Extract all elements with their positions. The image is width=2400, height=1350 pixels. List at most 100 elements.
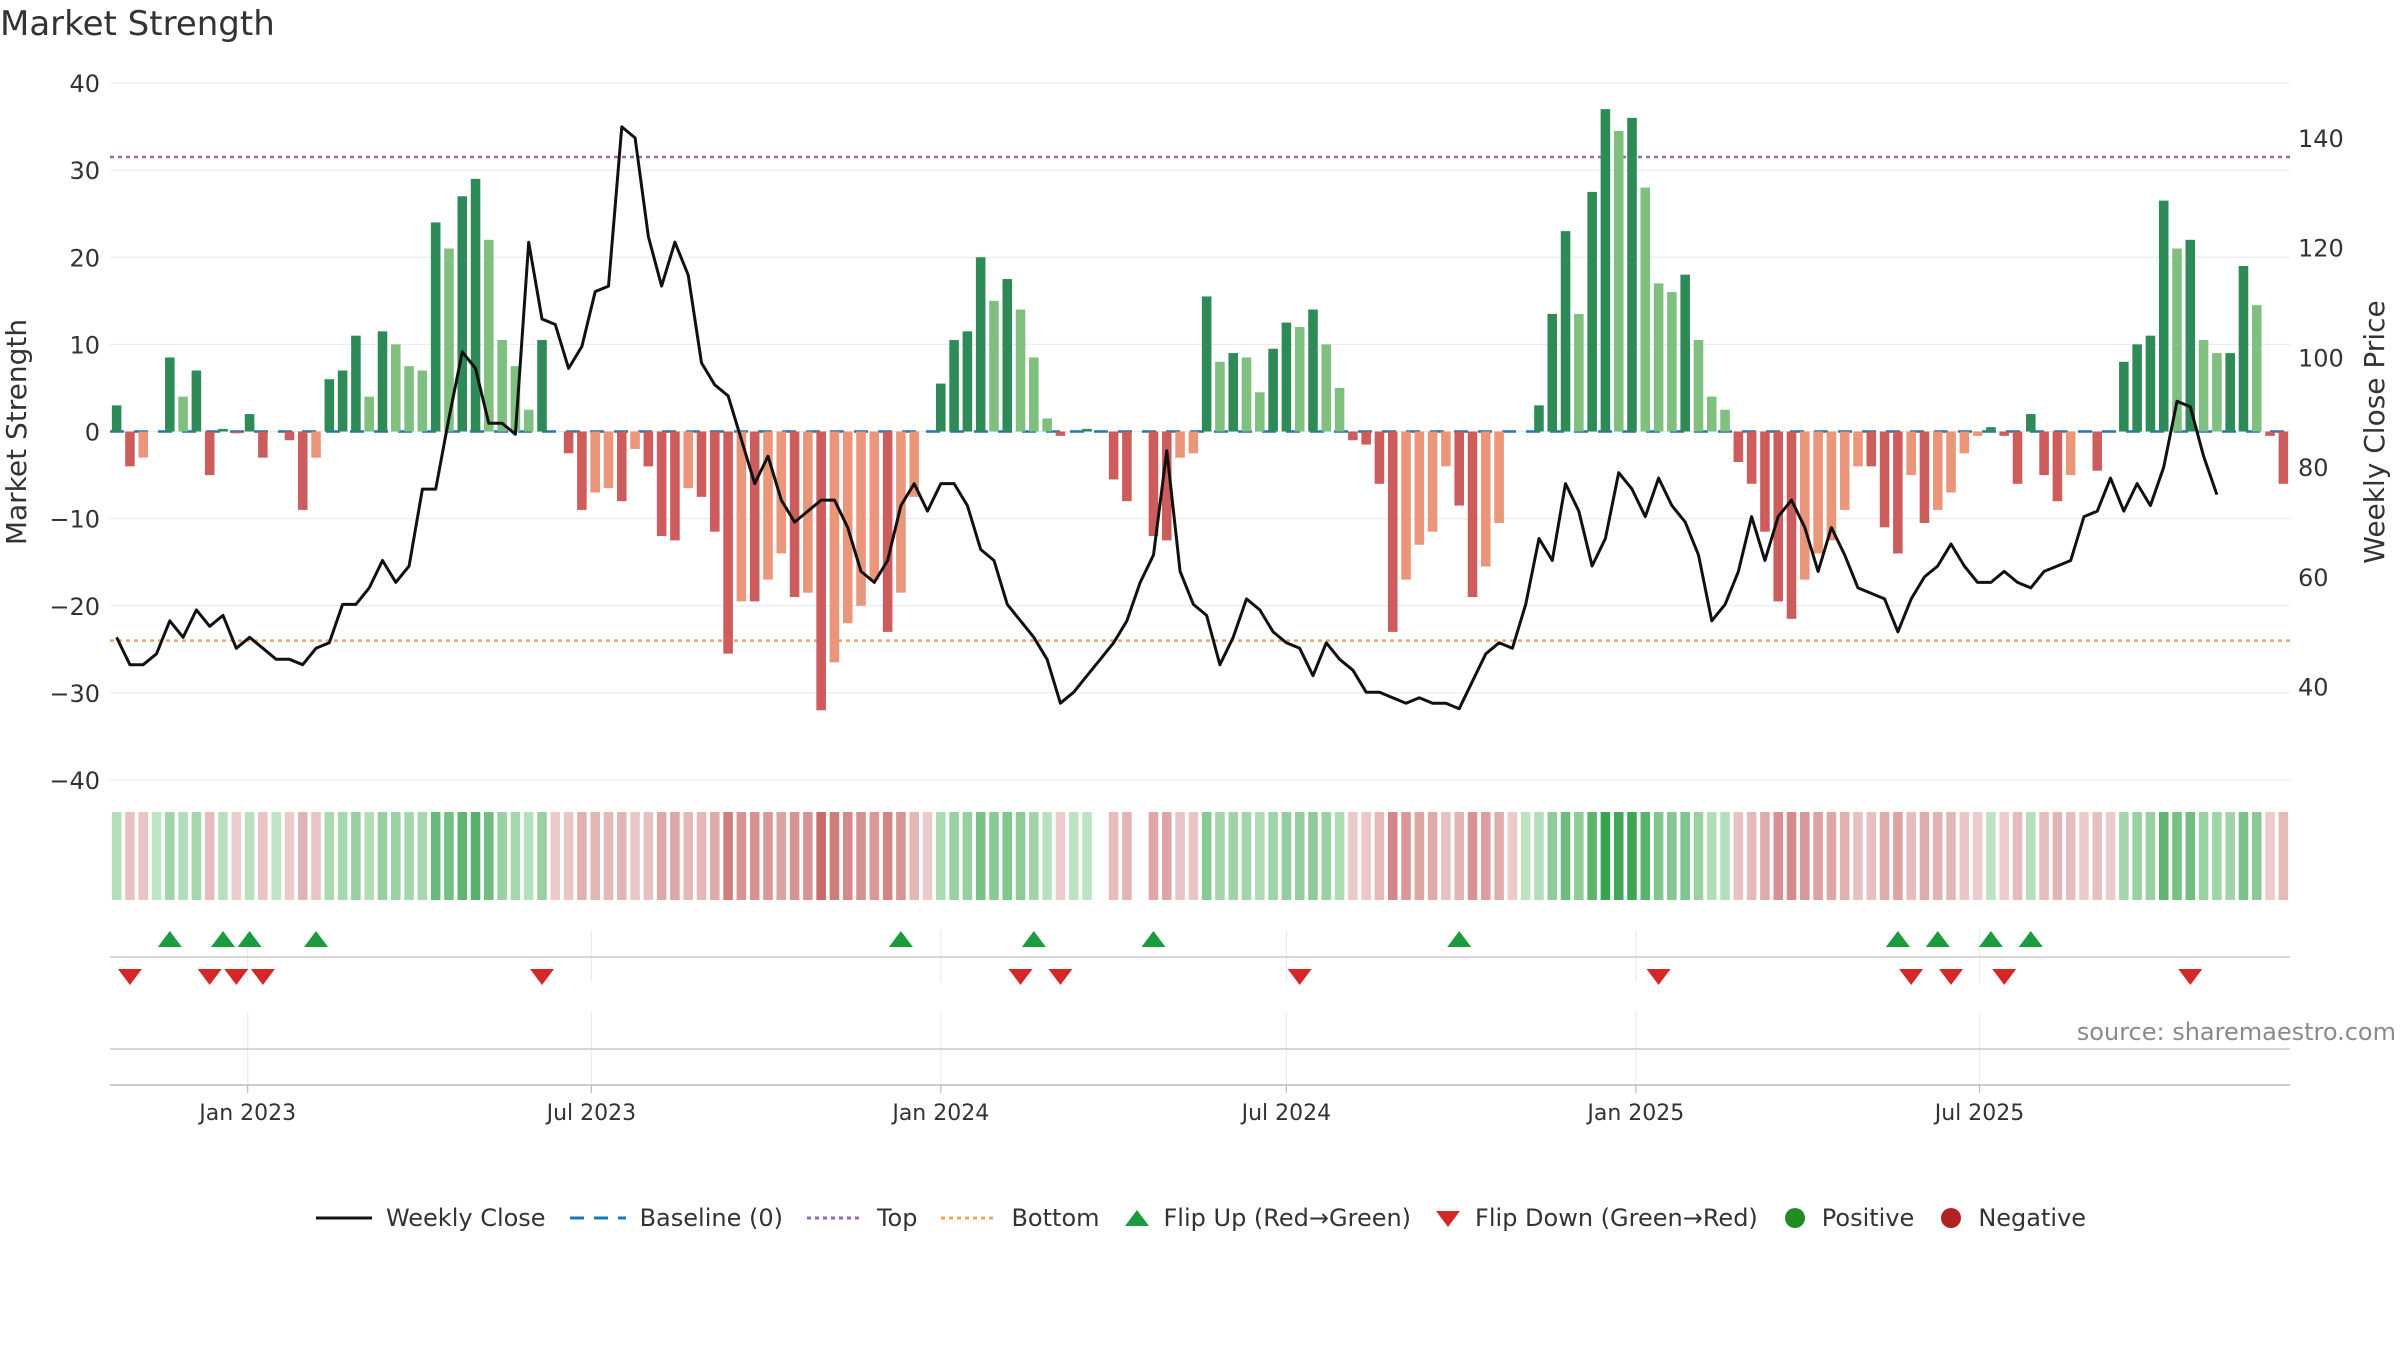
- strength-bar: [244, 414, 255, 432]
- strength-bar: [377, 331, 388, 432]
- heat-band-cell: [776, 812, 787, 900]
- heat-band-cell: [670, 812, 680, 900]
- strength-bar: [1108, 431, 1119, 480]
- strength-bar: [2265, 431, 2275, 436]
- strength-bar: [1387, 431, 1398, 632]
- heat-band-cell: [311, 812, 321, 900]
- weekly-close-path: [115, 125, 2219, 711]
- legend-label: Bottom: [1011, 1204, 1100, 1232]
- heat-band-cell: [803, 812, 813, 900]
- strength-bar: [1122, 431, 1132, 502]
- strength-bar: [2198, 340, 2209, 432]
- heat-band-cell: [457, 812, 468, 900]
- flip-down-marker: [1008, 969, 1033, 985]
- heat-band-cell: [165, 812, 175, 900]
- strength-bar: [470, 178, 481, 432]
- strength-bar: [2012, 431, 2023, 484]
- flip-up-marker: [888, 931, 913, 947]
- heat-band-cell: [1760, 812, 1770, 900]
- heat-band-cell: [138, 812, 149, 900]
- flip-up-marker: [1021, 931, 1046, 947]
- heat-band-cell: [404, 812, 414, 900]
- flip-up-marker: [157, 931, 182, 947]
- strength-bar: [1082, 428, 1092, 432]
- heat-band-cell: [1773, 812, 1784, 900]
- strength-bar: [2212, 353, 2222, 432]
- strength-bar: [829, 431, 840, 663]
- strength-bar: [2172, 248, 2182, 432]
- strength-bar: [138, 431, 149, 458]
- heat-band-cell: [470, 812, 481, 900]
- y-left-tick-label: −30: [49, 680, 100, 708]
- strength-bar: [1374, 431, 1385, 484]
- heat-band-cell: [430, 812, 441, 900]
- y-left-tick-label: 20: [69, 244, 100, 272]
- heat-band-cell: [1161, 812, 1172, 900]
- strength-bar: [1560, 231, 1571, 432]
- heat-band-cell: [643, 812, 654, 900]
- strength-bar: [1441, 431, 1451, 467]
- heat-band-cell: [1946, 812, 1956, 900]
- strength-bar: [1959, 431, 1970, 454]
- heat-band-cell: [1627, 812, 1637, 900]
- strength-bar: [337, 370, 348, 432]
- heat-band-cell: [603, 812, 614, 900]
- strength-bar: [1574, 313, 1584, 432]
- flip-down-marker: [530, 969, 555, 985]
- strength-bar: [1853, 431, 1863, 467]
- heat-band-cell: [1334, 812, 1345, 900]
- strength-bar: [1813, 431, 1823, 554]
- strength-bar: [510, 366, 521, 432]
- heat-band-cell: [258, 812, 268, 900]
- heat-band-cell: [896, 812, 906, 900]
- strength-bar: [643, 431, 654, 467]
- strength-bar: [1215, 361, 1225, 432]
- strength-bar: [1175, 431, 1185, 458]
- y-right-tick-label: 60: [2298, 564, 2329, 592]
- strength-bar: [2065, 431, 2076, 476]
- heat-band-cell: [297, 812, 308, 900]
- heat-band-cell: [1587, 812, 1597, 900]
- heat-band-cell: [1959, 812, 1970, 900]
- heat-band-cell: [749, 812, 760, 900]
- strength-bar: [444, 248, 454, 432]
- heat-band-cell: [2092, 812, 2103, 900]
- flip-down-marker: [1646, 969, 1671, 985]
- strength-bar: [404, 366, 414, 432]
- strength-bar: [178, 396, 188, 432]
- heat-band-cell: [1255, 812, 1265, 900]
- strength-bar: [1481, 431, 1491, 567]
- heat-band-cell: [444, 812, 454, 900]
- strength-bar: [1986, 427, 1996, 432]
- strength-bar: [882, 431, 893, 632]
- heat-band-cell: [1534, 812, 1544, 900]
- strength-bar: [218, 428, 228, 432]
- strength-bar: [2251, 305, 2262, 432]
- strength-bar: [1401, 431, 1411, 580]
- flip-down-marker: [1992, 969, 2017, 985]
- legend-label: Negative: [1978, 1204, 2087, 1232]
- strength-bar: [1800, 431, 1810, 580]
- heat-band-cell: [989, 812, 999, 900]
- strength-bar: [936, 383, 946, 432]
- y-right-tick-label: 120: [2298, 235, 2344, 263]
- strength-bar: [1281, 322, 1292, 432]
- market-strength-chart: 403020100−10−20−30−40140120100806040Jan …: [0, 70, 2391, 1126]
- strength-bar: [1866, 431, 1877, 467]
- x-tick-label: Jan 2024: [890, 1101, 989, 1126]
- strength-bar: [656, 431, 667, 537]
- flip-down-marker: [197, 969, 222, 985]
- heat-band-cell: [1481, 812, 1491, 900]
- strength-bar: [2052, 431, 2063, 502]
- strength-bar: [1055, 431, 1066, 436]
- heat-band-cell: [2251, 812, 2262, 900]
- heat-band-cell: [1906, 812, 1916, 900]
- heat-band-cell: [1108, 812, 1119, 900]
- strength-bar: [763, 431, 773, 580]
- strength-bar: [2158, 200, 2169, 432]
- heat-band-cell: [630, 812, 640, 900]
- strength-bar: [2185, 239, 2196, 432]
- flip-down-marker: [250, 969, 275, 985]
- legend-dash-swatch: [569, 1216, 626, 1220]
- strength-bar: [125, 431, 135, 467]
